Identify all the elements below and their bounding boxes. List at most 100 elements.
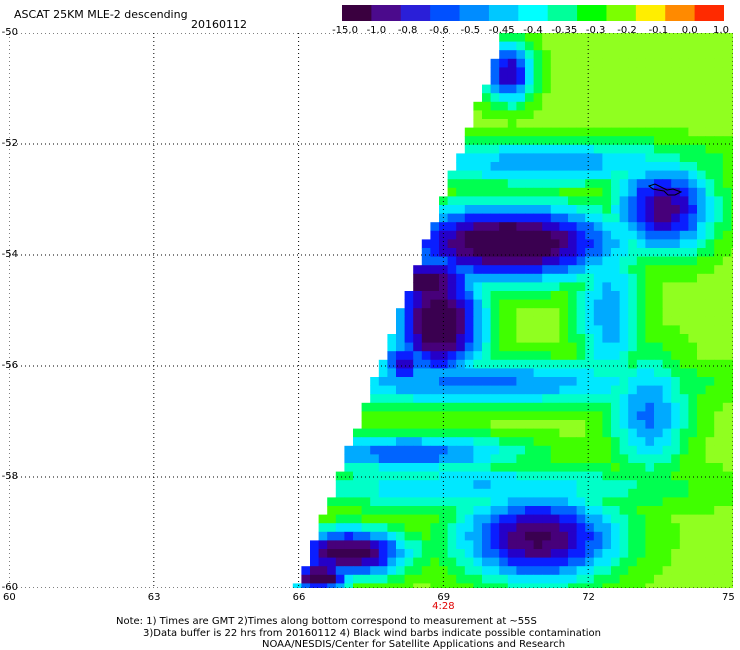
swath-cell: [473, 153, 483, 163]
swath-cell: [550, 454, 560, 464]
swath-cell: [645, 282, 655, 292]
swath-cell: [662, 239, 672, 249]
swath-cell: [396, 583, 405, 588]
swath-cell: [490, 342, 500, 352]
swath-cell: [576, 523, 586, 533]
swath-cell: [430, 334, 440, 343]
swath-cell: [602, 205, 612, 214]
swath-cell: [714, 84, 724, 94]
colorbar-gradient: [342, 5, 725, 21]
swath-cell: [525, 523, 534, 533]
swath-cell: [662, 342, 672, 352]
swath-cell: [671, 299, 681, 309]
swath-cell: [568, 144, 577, 154]
swath-cell: [722, 377, 732, 386]
swath-cell: [473, 144, 483, 154]
swath-cell: [585, 101, 595, 111]
swath-cell: [439, 230, 448, 240]
swath-cell: [533, 523, 543, 533]
swath-cell: [456, 394, 466, 404]
swath-cell: [731, 445, 733, 455]
swath-cell: [353, 471, 362, 481]
swath-cell: [482, 540, 491, 550]
swath-cell: [387, 574, 397, 584]
swath-cell: [568, 402, 577, 412]
swath-cell: [327, 574, 337, 584]
swath-cell: [525, 170, 534, 180]
swath-cell: [542, 566, 552, 576]
swath-cell: [499, 93, 509, 103]
swath-cell: [516, 136, 526, 146]
swath-cell: [482, 557, 491, 567]
swath-cell: [585, 420, 595, 429]
swath-cell: [413, 445, 423, 455]
swath-cell: [705, 299, 715, 309]
swath-cell: [654, 162, 663, 171]
swath-cell: [697, 282, 706, 292]
swath-cell: [688, 222, 698, 232]
swath-cell: [361, 445, 371, 455]
swath-cell: [525, 58, 534, 68]
swath-cell: [507, 33, 517, 42]
swath-cell: [645, 574, 655, 584]
swath-cell: [645, 58, 655, 68]
swath-cell: [705, 50, 715, 60]
swath-cell: [705, 205, 715, 214]
swath-cell: [533, 101, 543, 111]
swath-cell: [499, 428, 509, 438]
swath-cell: [456, 170, 466, 180]
swath-cell: [404, 291, 414, 300]
swath-cell: [439, 222, 448, 232]
swath-cell: [705, 428, 715, 438]
swath-cell: [714, 33, 724, 42]
swath-cell: [679, 170, 689, 180]
swath-cell: [576, 230, 586, 240]
swath-cell: [378, 402, 388, 412]
swath-cell: [705, 222, 715, 232]
swath-cell: [568, 463, 577, 472]
swath-cell: [628, 445, 638, 455]
swath-cell: [327, 514, 337, 524]
swath-cell: [731, 557, 733, 567]
swath-cell: [396, 437, 405, 447]
swath-cell: [619, 265, 629, 275]
swath-cell: [439, 342, 448, 352]
swath-cell: [490, 574, 500, 584]
swath-cell: [722, 445, 732, 455]
swath-cell: [421, 291, 431, 300]
swath-cell: [568, 334, 577, 343]
swath-cell: [585, 445, 595, 455]
swath-cell: [378, 549, 388, 558]
swath-cell: [550, 239, 560, 249]
swath-cell: [671, 179, 681, 189]
swath-cell: [671, 437, 681, 447]
swath-cell: [671, 445, 681, 455]
swath-cell: [473, 385, 483, 395]
swath-cell: [654, 325, 663, 335]
swath-cell: [482, 239, 491, 249]
swath-cell: [353, 549, 362, 558]
swath-cell: [619, 291, 629, 300]
swath-cell: [688, 377, 698, 386]
swath-cell: [697, 230, 706, 240]
swath-cell: [516, 291, 526, 300]
swath-cell: [550, 437, 560, 447]
swath-cell: [490, 480, 500, 490]
swath-cell: [542, 402, 552, 412]
swath-cell: [705, 549, 715, 558]
swath-cell: [645, 385, 655, 395]
swath-cell: [559, 196, 569, 206]
swath-cell: [525, 196, 534, 206]
swath-cell: [654, 58, 663, 68]
swath-cell: [576, 574, 586, 584]
swath-cell: [353, 497, 362, 507]
swath-cell: [516, 566, 526, 576]
swath-cell: [456, 471, 466, 481]
swath-cell: [611, 291, 620, 300]
swath-cell: [697, 377, 706, 386]
swath-cell: [611, 179, 620, 189]
swath-cell: [490, 239, 500, 249]
swath-cell: [645, 162, 655, 171]
swath-cell: [731, 334, 733, 343]
swath-cell: [344, 514, 354, 524]
